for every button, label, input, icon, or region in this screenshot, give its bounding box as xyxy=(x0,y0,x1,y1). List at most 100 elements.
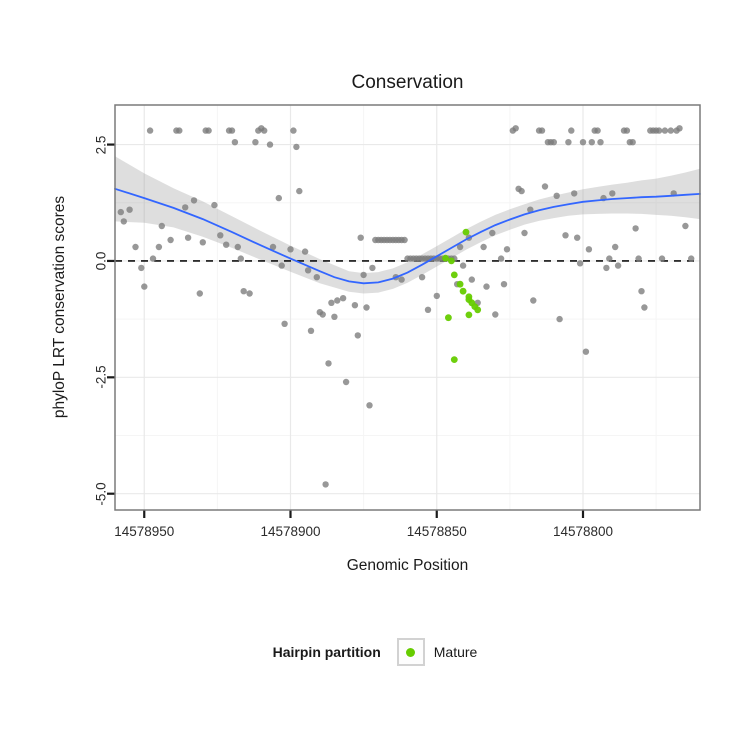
data-point-hairpin xyxy=(354,332,361,339)
data-point-hairpin xyxy=(483,283,490,290)
data-point-mature xyxy=(448,257,455,265)
data-point-hairpin xyxy=(231,139,239,146)
legend-item-label: Mature xyxy=(433,644,478,660)
data-point-hairpin xyxy=(538,127,546,134)
data-point-hairpin xyxy=(319,311,326,318)
data-point-hairpin xyxy=(521,229,528,237)
data-point-mature xyxy=(442,254,449,262)
data-point-hairpin xyxy=(322,481,329,488)
data-point-hairpin xyxy=(261,127,268,134)
data-point-hairpin xyxy=(184,234,192,241)
data-point-hairpin xyxy=(553,192,560,199)
x-tick-label: 14578950 xyxy=(114,524,175,539)
data-point-hairpin xyxy=(489,229,496,237)
data-point-hairpin xyxy=(278,262,285,269)
data-point-hairpin xyxy=(211,201,218,209)
data-point-hairpin xyxy=(497,255,505,262)
data-point-hairpin xyxy=(301,248,309,255)
data-point-hairpin xyxy=(328,299,335,306)
data-point-hairpin xyxy=(334,297,341,304)
data-point-hairpin xyxy=(182,204,189,211)
data-point-hairpin xyxy=(433,292,440,300)
data-point-hairpin xyxy=(275,194,282,202)
data-point-hairpin xyxy=(609,190,616,197)
data-point-hairpin xyxy=(360,271,367,279)
data-point-hairpin xyxy=(401,236,408,244)
data-point-mature xyxy=(462,228,470,236)
data-point-hairpin xyxy=(588,139,595,146)
x-tick-label: 14578850 xyxy=(406,524,467,539)
data-point-hairpin xyxy=(518,187,525,195)
data-point-hairpin xyxy=(146,127,154,134)
data-point-hairpin xyxy=(512,125,519,132)
data-point-hairpin xyxy=(500,281,508,288)
legend-items: Mature xyxy=(396,638,478,666)
data-point-hairpin xyxy=(541,183,549,190)
data-point-hairpin xyxy=(527,206,534,213)
data-point-hairpin xyxy=(456,243,464,251)
data-point-hairpin xyxy=(594,127,601,134)
data-point-hairpin xyxy=(418,274,426,281)
data-point-hairpin xyxy=(138,264,145,272)
data-point-hairpin xyxy=(658,255,666,262)
data-point-hairpin xyxy=(369,264,376,272)
data-point-mature xyxy=(474,306,482,314)
smooth-line xyxy=(114,187,701,285)
data-point-mature xyxy=(450,271,458,279)
data-point-hairpin xyxy=(568,127,575,134)
data-point-hairpin xyxy=(667,127,674,134)
y-tick-label: -2.5 xyxy=(93,365,109,389)
plot-canvas xyxy=(107,104,701,518)
data-point-hairpin xyxy=(398,276,405,283)
data-point-hairpin xyxy=(228,127,236,134)
data-point-hairpin xyxy=(158,222,165,230)
data-point-hairpin xyxy=(126,206,133,213)
data-point-hairpin xyxy=(556,315,563,323)
y-tick-label: -5.0 xyxy=(93,482,109,506)
legend-item-mature: Mature xyxy=(396,638,478,666)
data-point-hairpin xyxy=(612,243,619,251)
data-point-hairpin xyxy=(503,246,511,253)
data-point-hairpin xyxy=(217,232,224,239)
data-point-hairpin xyxy=(424,306,432,313)
data-point-hairpin xyxy=(117,208,125,216)
y-tick-label: 0.0 xyxy=(93,251,109,271)
data-point-hairpin xyxy=(574,234,581,241)
data-point-hairpin xyxy=(307,327,315,334)
data-point-hairpin xyxy=(149,255,157,262)
data-point-hairpin xyxy=(132,243,139,251)
data-point-hairpin xyxy=(190,197,198,204)
data-point-hairpin xyxy=(296,187,303,195)
legend-point-icon xyxy=(406,647,416,657)
data-point-hairpin xyxy=(287,246,294,253)
data-point-hairpin xyxy=(688,255,695,262)
data-point-hairpin xyxy=(351,302,359,309)
data-point-hairpin xyxy=(269,243,277,251)
data-point-hairpin xyxy=(571,190,578,197)
data-point-hairpin xyxy=(290,127,297,134)
data-point-hairpin xyxy=(468,276,475,283)
confidence-band xyxy=(115,156,700,294)
data-point-hairpin xyxy=(459,262,467,269)
data-point-hairpin xyxy=(606,255,613,262)
x-axis-label: Genomic Position xyxy=(346,557,469,574)
data-point-hairpin xyxy=(682,222,689,230)
data-point-hairpin xyxy=(120,218,128,225)
data-point-hairpin xyxy=(205,127,212,134)
data-point-hairpin xyxy=(585,246,593,253)
data-point-hairpin xyxy=(562,232,569,239)
data-point-hairpin xyxy=(655,127,663,134)
data-point-hairpin xyxy=(632,225,639,232)
chart-title: Conservation xyxy=(351,72,464,93)
data-point-hairpin xyxy=(331,313,338,320)
data-point-hairpin xyxy=(597,139,604,146)
data-point-hairpin xyxy=(357,234,364,241)
data-point-hairpin xyxy=(234,243,241,251)
data-point-hairpin xyxy=(641,304,648,311)
data-point-mature xyxy=(456,280,464,288)
data-point-hairpin xyxy=(342,378,350,386)
data-point-hairpin xyxy=(565,139,572,146)
data-point-hairpin xyxy=(550,139,557,146)
panel-border xyxy=(114,104,701,511)
x-tick-label: 14578900 xyxy=(260,524,321,539)
